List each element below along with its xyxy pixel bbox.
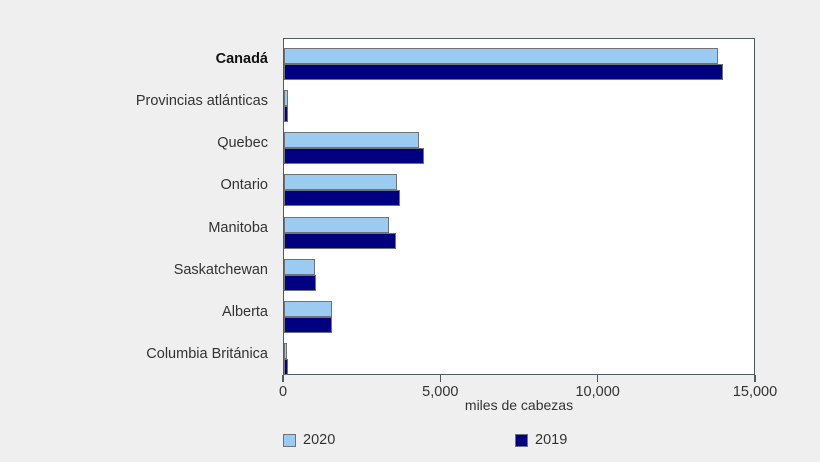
x-tick-label: 10,000 [575, 384, 620, 400]
bar-group [284, 165, 754, 207]
bar-2019 [284, 358, 288, 375]
bar-2019 [284, 316, 333, 333]
x-tick-mark [754, 375, 756, 382]
bar-2020 [284, 174, 398, 191]
bar-2019 [284, 274, 316, 291]
y-axis-label-manitoba: Manitoba [208, 219, 268, 236]
bar-2020 [284, 90, 289, 107]
x-tick-label: 15,000 [732, 384, 778, 400]
x-tick-label: 5,000 [422, 384, 459, 400]
bar-group [284, 250, 754, 292]
bar-2019 [284, 106, 289, 123]
bar-2019 [284, 190, 400, 207]
y-axis-label-columbia-brit-nica: Columbia Británica [146, 345, 268, 362]
y-axis-label-canad-: Canadá [215, 51, 268, 67]
bar-group [284, 81, 754, 123]
bar-group [284, 334, 754, 376]
bar-2020 [284, 300, 332, 317]
y-axis-label-alberta: Alberta [222, 303, 268, 320]
bar-group [284, 39, 754, 81]
plot-area [283, 38, 755, 375]
y-axis-label-quebec: Quebec [217, 135, 268, 152]
x-tick-mark [596, 375, 599, 382]
bar-2020 [284, 216, 390, 233]
bar-group [284, 292, 754, 334]
bar-group [284, 208, 754, 250]
y-axis-label-provincias-atl-nticas: Provincias atlánticas [135, 93, 268, 110]
x-tick-label: 0 [278, 384, 288, 400]
bar-2020 [284, 342, 288, 359]
bar-2020 [284, 132, 420, 149]
y-axis-label-ontario: Ontario [220, 177, 268, 194]
chart-legend: 2020 2019 [283, 432, 755, 454]
legend-item-2019: 2019 [515, 432, 567, 448]
y-axis-label-saskatchewan: Saskatchewan [173, 261, 268, 278]
x-tick-mark [282, 375, 284, 382]
bar-2019 [284, 64, 723, 80]
legend-swatch-2019 [515, 433, 528, 447]
bar-2019 [284, 232, 397, 249]
bar-2020 [284, 258, 316, 275]
x-tick-mark [439, 375, 442, 382]
bar-group [284, 123, 754, 165]
y-axis-category-labels: Canadá Provincias atlánticas Quebec Ontario… [0, 38, 276, 375]
bar-2019 [284, 148, 425, 165]
bar-2020 [284, 48, 719, 64]
legend-label-2019: 2019 [535, 432, 568, 448]
x-axis-title: miles de cabezas [464, 397, 574, 413]
legend-swatch-2020 [283, 433, 296, 447]
legend-item-2020: 2020 [283, 432, 335, 448]
legend-label-2020: 2020 [303, 432, 336, 448]
